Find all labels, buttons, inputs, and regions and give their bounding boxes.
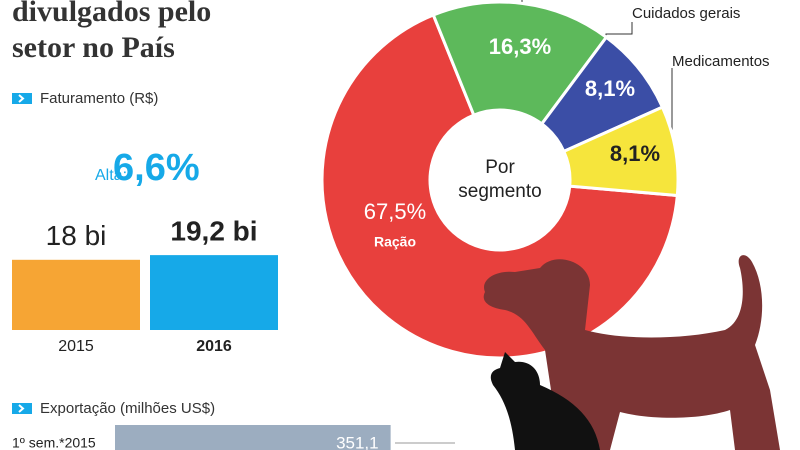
value-label: 18 bi — [46, 220, 107, 251]
pie-slice — [561, 105, 680, 198]
x-tick-label: 2016 — [196, 338, 232, 355]
slice-value-label: 8,1% — [610, 141, 660, 166]
slice-value-label: 16,3% — [489, 34, 551, 59]
x-tick-label: 2015 — [58, 338, 94, 355]
slice-name-label: Medicamentos — [672, 53, 770, 70]
cat-silhouette — [490, 352, 600, 450]
value-label: 351,1 — [336, 433, 379, 450]
center-label: Por segmento — [458, 157, 541, 202]
title-line: setor no País — [12, 31, 175, 64]
slice-name-label: Cuidados gerais — [632, 5, 740, 22]
slice-value-label: 67,5% — [364, 199, 426, 224]
bar — [150, 255, 278, 330]
donut-hole — [432, 112, 568, 248]
annotation-label: Alta: — [95, 167, 127, 184]
chart-title: Exportação (milhões US$) — [40, 400, 215, 417]
y-tick-label: 1º sem.*2015 — [12, 435, 96, 450]
annotation-value: 6,6% — [113, 147, 200, 189]
bar — [115, 425, 391, 450]
slice-name-label: Ração — [374, 234, 416, 250]
bar — [12, 259, 140, 330]
section-icon — [12, 93, 32, 104]
title-line: divulgados pelo — [12, 0, 211, 28]
value-label: 19,2 bi — [170, 216, 257, 247]
chart-title: Faturamento (R$) — [40, 90, 158, 107]
pie-group — [320, 0, 680, 360]
section-icon — [12, 403, 32, 414]
slice-value-label: 8,1% — [585, 76, 635, 101]
leader-line — [605, 22, 633, 40]
